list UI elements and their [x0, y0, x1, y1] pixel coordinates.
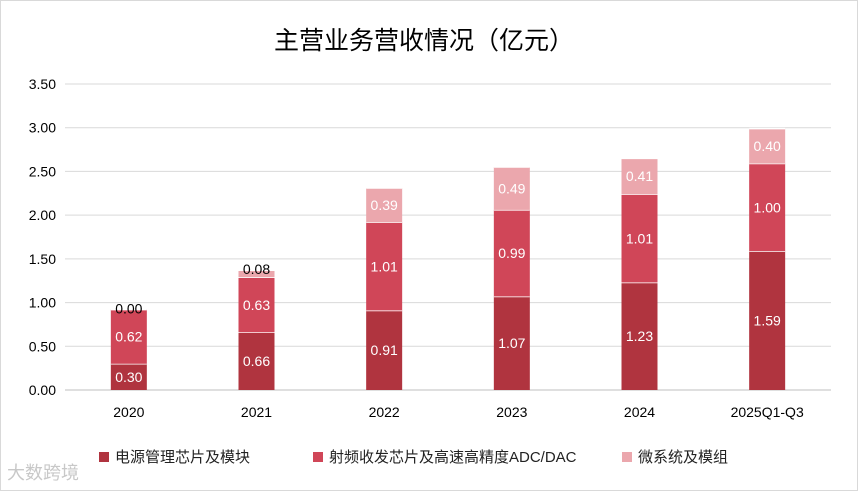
x-tick-label: 2024: [624, 404, 655, 420]
data-label: 0.39: [371, 197, 398, 213]
x-tick-label: 2023: [496, 404, 527, 420]
data-label: 1.01: [626, 230, 653, 246]
legend-label: 射频收发芯片及高速高精度ADC/DAC: [329, 449, 577, 466]
legend: 电源管理芯片及模块 射频收发芯片及高速高精度ADC/DAC 微系统及模组: [99, 449, 728, 466]
bar-segment: [110, 309, 147, 364]
data-label: 0.62: [115, 329, 142, 345]
data-label: 1.23: [626, 328, 653, 344]
y-tick-label: 2.00: [29, 207, 56, 223]
bar-segment: [493, 209, 530, 297]
data-labels: 0.30 0.62 0.00 0.66 0.63 0.08 0.91 1.01 0.39 1.07…: [115, 138, 781, 385]
grid-lines: [65, 83, 831, 391]
x-tick-label: 2025Q1-Q3: [731, 404, 804, 420]
legend-swatch: [99, 452, 109, 462]
y-tick-label: 0.50: [29, 338, 56, 354]
x-axis: 2020 2021 2022 2023 2024 2025Q1-Q3: [113, 404, 804, 420]
legend-swatch: [313, 452, 323, 462]
bar-segment: [621, 158, 658, 195]
data-label: 0.99: [498, 245, 525, 261]
data-label: 1.00: [754, 199, 781, 215]
bars: [110, 127, 786, 390]
bar-segment: [749, 163, 786, 251]
data-label: 0.49: [498, 180, 525, 196]
y-tick-label: 1.50: [29, 251, 56, 267]
bar-segment: [366, 310, 403, 390]
y-tick-label: 1.00: [29, 295, 56, 311]
data-label: 0.00: [115, 301, 142, 317]
bar-segment: [238, 277, 275, 333]
data-label: 0.08: [243, 261, 270, 277]
x-tick-label: 2022: [369, 404, 400, 420]
legend-label: 微系统及模组: [638, 449, 728, 466]
data-label: 0.66: [243, 353, 270, 369]
y-tick-label: 2.50: [29, 163, 56, 179]
data-label: 0.41: [626, 168, 653, 184]
bar-segment: [366, 222, 403, 311]
data-label: 1.01: [371, 258, 398, 274]
y-tick-label: 0.00: [29, 382, 56, 398]
x-tick-label: 2020: [113, 404, 144, 420]
bar-segment: [110, 363, 147, 390]
data-label: 0.91: [371, 342, 398, 358]
watermark-text: 大数跨境: [7, 463, 79, 484]
chart-title: 主营业务营收情况（亿元）: [274, 26, 574, 55]
x-tick-label: 2021: [241, 404, 272, 420]
data-label: 1.07: [498, 335, 525, 351]
bar-segment: [493, 296, 530, 390]
y-tick-label: 3.00: [29, 120, 56, 136]
bar-segment: [749, 250, 786, 390]
legend-label: 电源管理芯片及模块: [115, 449, 250, 466]
y-axis: 0.00 0.50 1.00 1.50 2.00 2.50 3.00 3.50: [29, 76, 56, 398]
bar-segment: [238, 332, 275, 390]
bar-segment: [238, 270, 275, 278]
bar-segment: [621, 282, 658, 390]
legend-swatch: [622, 452, 632, 462]
data-label: 0.30: [115, 369, 142, 385]
data-label: 0.63: [243, 297, 270, 313]
bar-segment: [493, 167, 530, 210]
data-label: 1.59: [754, 312, 781, 328]
bar-segment: [366, 188, 403, 223]
bar-segment: [749, 128, 786, 164]
bar-segment: [621, 194, 658, 283]
y-tick-label: 3.50: [29, 76, 56, 92]
data-label: 0.40: [754, 138, 781, 154]
